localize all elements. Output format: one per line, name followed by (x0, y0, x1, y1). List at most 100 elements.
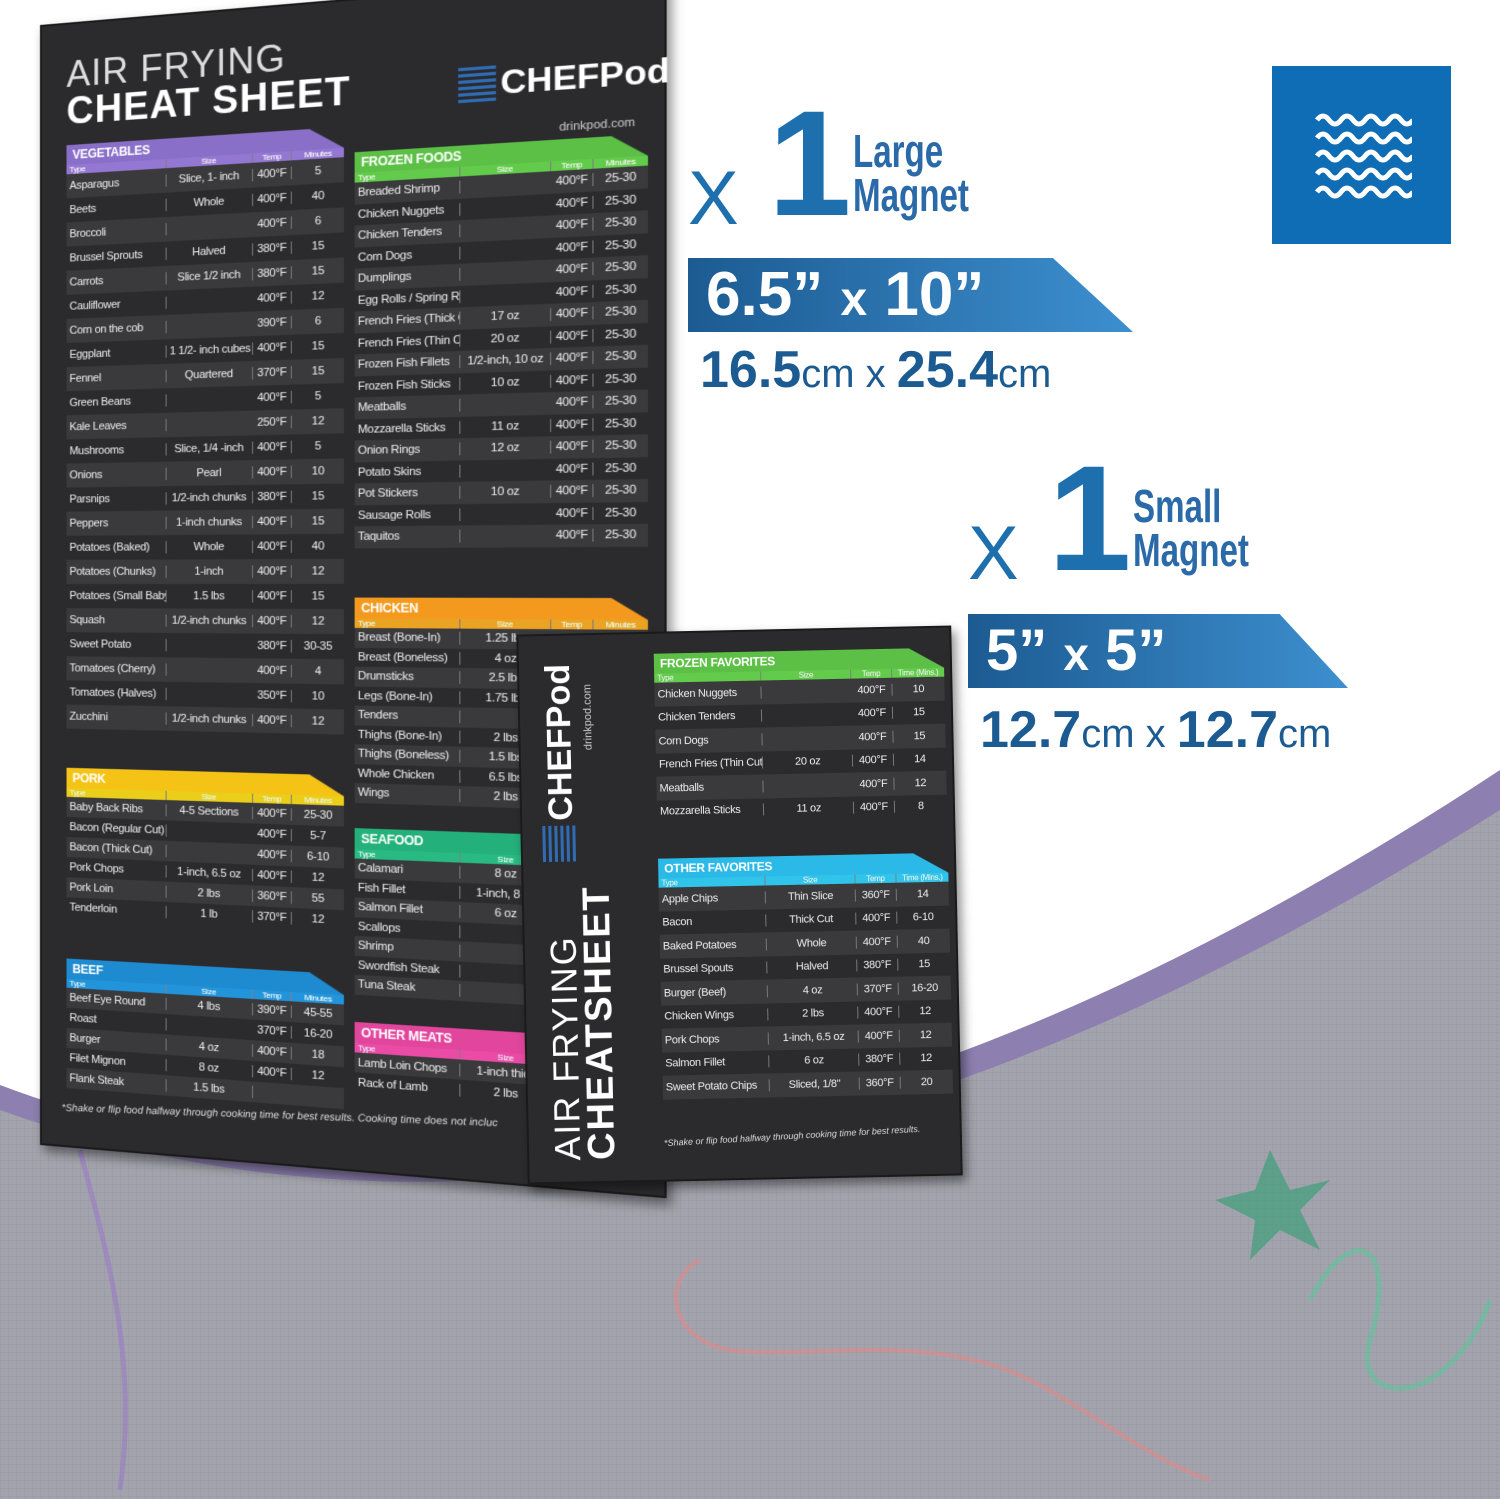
table-cell: 2 lbs (166, 885, 253, 902)
table-cell: 360°F (252, 889, 293, 904)
waves-icon (1314, 113, 1412, 199)
table-cell: Corn on the cob (66, 321, 167, 338)
table-cell: 380°F (252, 266, 293, 281)
cm-b: 12.7 (1176, 701, 1279, 759)
table-cell: 25-30 (605, 439, 636, 453)
table-cell: Shrimp (354, 939, 461, 958)
table-cell: Drumsticks (354, 670, 461, 685)
table-cell: 10 oz (460, 485, 552, 500)
table-cell: 25-30 (605, 528, 636, 542)
table-cell: Pork Loin (66, 881, 167, 898)
table-cell: Corn Dogs (354, 246, 461, 265)
table-cell: 1-inch, 6.5 oz (768, 1030, 860, 1045)
table-cell: Roast (66, 1011, 167, 1031)
table-cell: 8 (917, 800, 924, 813)
table-cell: 400°F (252, 515, 293, 529)
table-cell: 12 (311, 414, 325, 428)
section-frozen-favorites: FROZEN FAVORITES Type Size Temp Time (Mins.)… (654, 648, 947, 824)
table-cell: Tenderloin (66, 901, 167, 919)
table-cell: Mozzarella Sticks (354, 420, 461, 436)
table-cell: 12 oz (460, 440, 552, 456)
table-cell: 2 lbs (768, 1006, 859, 1021)
table-cell: 5-7 (310, 829, 326, 843)
table-cell: Slice, 1/4 -inch (166, 441, 253, 456)
column-header: Size (765, 874, 856, 886)
table-cell: Bacon (Thick Cut) (66, 841, 167, 858)
table-cell: 40 (311, 189, 325, 203)
table-cell: Frozen Fish Fillets (354, 355, 461, 372)
table-cell: 15 (311, 490, 325, 503)
table-cell: 40 (917, 934, 930, 948)
table-cell: Wings (354, 786, 461, 803)
table-cell: 20 oz (460, 330, 552, 347)
table-cell (166, 422, 253, 425)
table-cell: Meatballs (354, 399, 461, 415)
table-cell: 1/2-inch chunks (166, 491, 253, 505)
table-cell: 25-30 (605, 193, 636, 208)
table-cell: 1.5 lbs (166, 1079, 253, 1099)
table-cell: Dumplings (354, 268, 461, 286)
table-cell: 25-30 (605, 215, 636, 231)
table-cell: 12 (919, 1028, 932, 1042)
table-cell: 400°F (252, 340, 293, 355)
table-cell: 10 oz (460, 374, 552, 391)
table-cell (166, 694, 253, 696)
brand-name: CHEFPod (538, 663, 581, 822)
table-cell (460, 182, 552, 188)
table-cell: 5 (314, 164, 322, 178)
table-cell: 400°F (551, 328, 594, 344)
section-frozen: FROZEN FOODS Type Size Temp Minutes Breaded S… (354, 134, 648, 548)
table-cell: Whole (166, 540, 253, 554)
table-cell (460, 270, 552, 275)
table-cell: 400°F (853, 777, 895, 791)
table-cell: Whole (166, 193, 253, 211)
table-cell: Flank Steak (66, 1071, 167, 1092)
table-cell: Meatballs (656, 780, 764, 795)
table-cell: 370°F (252, 365, 293, 380)
section-other-favorites: OTHER FAVORITES Type Size Temp Time (Mins.) A… (658, 853, 953, 1100)
table-cell: Fish Fillet (354, 881, 461, 899)
table-cell: 400°F (551, 417, 594, 432)
table-cell: 400°F (551, 217, 594, 233)
table-cell: Baby Back Ribs (66, 800, 167, 817)
table-row: Potatoes (Baked) Whole 400°F 40 (66, 534, 344, 560)
brand-name: CHEFPod (500, 50, 670, 102)
table-cell: 380°F (859, 1052, 901, 1066)
column-header: Minutes (605, 619, 636, 630)
table-cell: 380°F (252, 639, 293, 653)
section-vegetables: VEGETABLES Type Size Temp Minutes Asparagus Sl… (66, 127, 344, 735)
table-cell: Breast (Boneless) (354, 650, 461, 665)
table-cell: 400°F (551, 262, 594, 278)
table-cell: 400°F (252, 1065, 293, 1081)
table-cell: Breaded Shrimp (354, 181, 461, 200)
table-cell: Rack of Lamb (354, 1075, 461, 1097)
table-cell: 14 (913, 753, 926, 766)
table-cell: 400°F (854, 800, 895, 814)
table-cell: Pork Chops (66, 861, 167, 878)
table-cell: Fennel (66, 369, 167, 386)
table-cell: Baked Potatoes (659, 938, 768, 953)
table-cell: 11 oz (460, 418, 552, 434)
column-header: Temp (252, 793, 293, 805)
table-cell: Bacon (Regular Cut) (66, 820, 167, 837)
table-cell: 1.5 lbs (166, 590, 253, 603)
table-cell: Halved (166, 243, 253, 260)
table-cell: 400°F (252, 540, 293, 553)
table-cell: 380°F (252, 241, 293, 256)
table-cell: Kale Leaves (66, 418, 167, 434)
table-cell: 12 (311, 912, 325, 927)
table-cell: 400°F (252, 166, 293, 182)
table-cell: 12 (311, 615, 325, 628)
brand-logo (1272, 66, 1451, 244)
table-cell: 6-10 (912, 911, 934, 924)
size-b: 5” (1105, 618, 1167, 683)
table-cell: 400°F (551, 306, 594, 322)
cm-size: 16.5cm x 25.4cm (700, 340, 1051, 400)
label-line2: Magnet (853, 168, 969, 221)
table-cell: Whole Chicken (354, 767, 461, 783)
table-cell: Chicken Tenders (354, 224, 461, 243)
table-cell: French Fries (Thick Cut) (354, 311, 461, 329)
cm-size: 12.7cm x 12.7cm (980, 700, 1331, 760)
waves-icon (542, 825, 580, 863)
table-cell: 25-30 (605, 394, 636, 409)
